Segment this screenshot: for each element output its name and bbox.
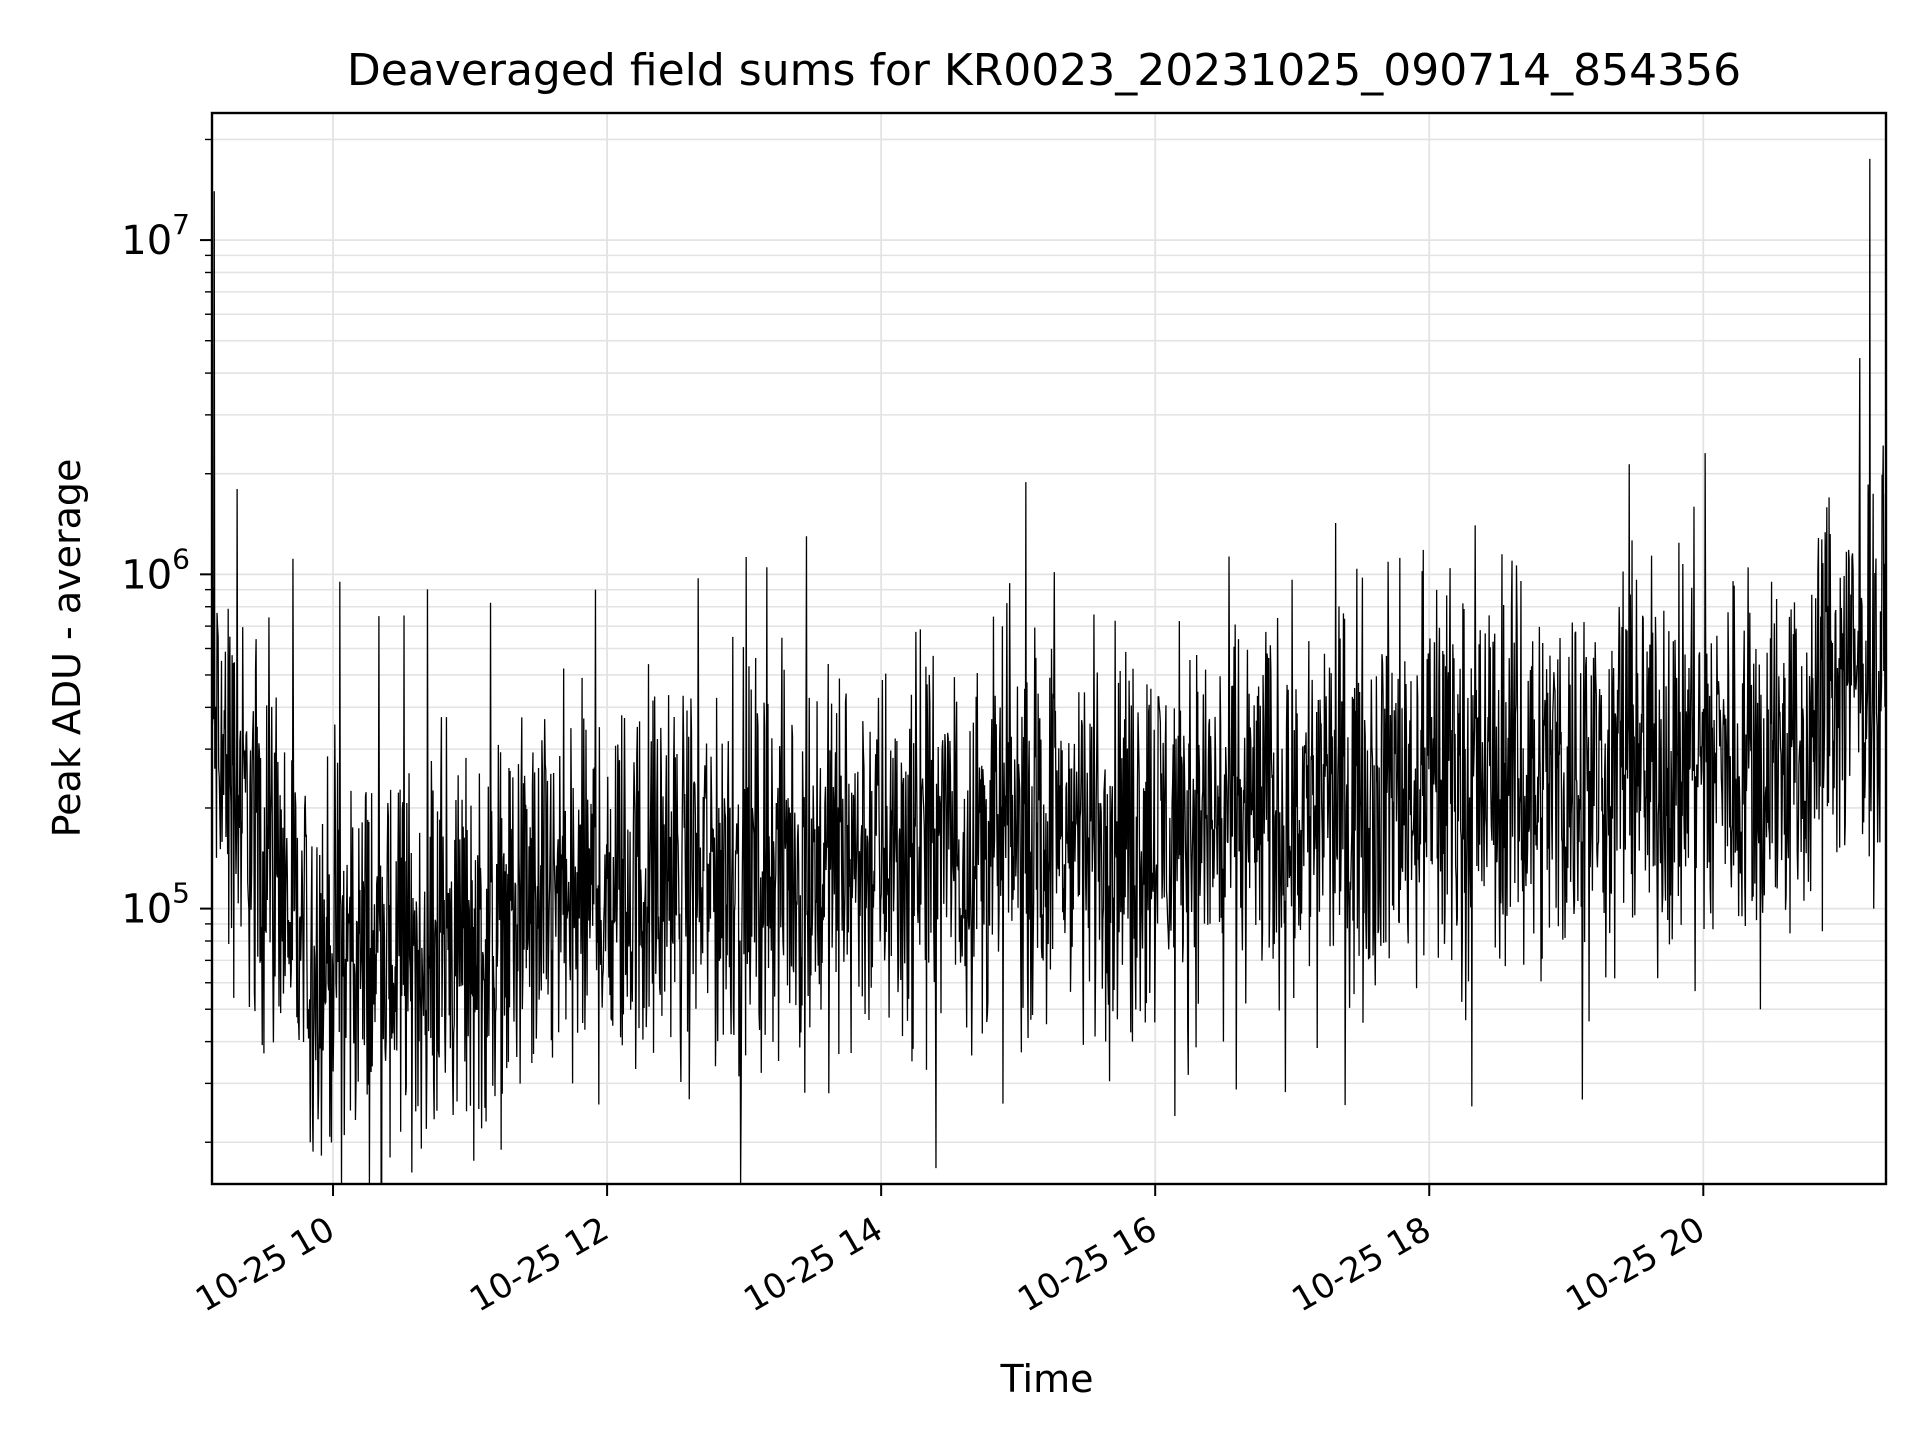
y-axis-label: Peak ADU - average — [45, 459, 89, 838]
y-tick-base: 10 — [121, 218, 172, 264]
series-path — [211, 158, 1887, 1185]
y-tick-label: 107 — [121, 208, 190, 264]
series-line — [211, 158, 1887, 1185]
y-tick-exponent: 6 — [172, 542, 190, 575]
y-tick-exponent: 5 — [172, 877, 190, 910]
y-tick-label: 106 — [121, 542, 190, 598]
y-tick-label: 105 — [121, 877, 190, 933]
y-tick-exponent: 7 — [172, 208, 190, 241]
y-tick-base: 10 — [121, 887, 172, 933]
y-tick-base: 10 — [121, 552, 172, 598]
chart-title: Deaveraged field sums for KR0023_2023102… — [347, 45, 1741, 96]
x-axis-label: Time — [1000, 1357, 1094, 1401]
